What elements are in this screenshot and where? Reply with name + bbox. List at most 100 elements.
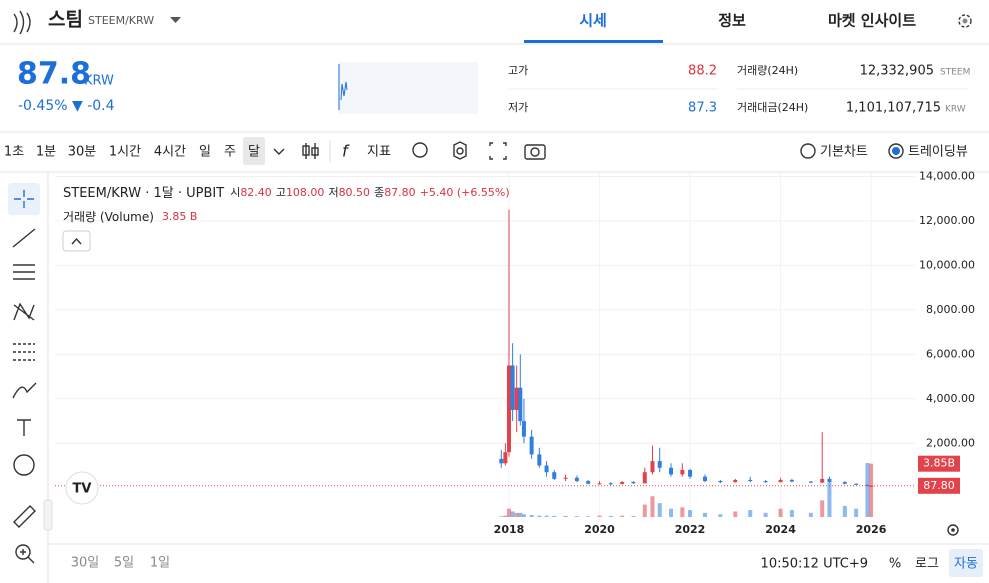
tab[interactable]: 시세	[579, 12, 607, 30]
ohlc-value: 87.80	[384, 186, 416, 199]
candle-body	[657, 461, 662, 468]
interval-button[interactable]: 30분	[68, 145, 97, 160]
volume-bar	[514, 512, 519, 517]
log-button[interactable]: 로그	[915, 557, 939, 572]
candle-body	[521, 421, 526, 437]
candle-body	[650, 461, 655, 473]
settings-icon[interactable]	[958, 14, 972, 28]
chart-mode[interactable]: 기본차트	[820, 145, 868, 160]
toolbar-icons	[412, 141, 546, 160]
stat-unit: KRW	[945, 105, 966, 115]
radio-dot	[892, 147, 900, 155]
candle-body	[574, 477, 579, 482]
x-tick-label: 2026	[856, 523, 887, 536]
candle-body	[865, 484, 870, 486]
interval-button[interactable]: 주	[224, 145, 236, 160]
y-tick-label: 10,000.00	[919, 258, 975, 271]
x-tick-label: 2022	[675, 523, 706, 536]
candle-body	[718, 481, 723, 483]
candle-body	[529, 436, 534, 455]
volume-bar	[563, 515, 568, 517]
tab[interactable]: 정보	[718, 12, 746, 30]
candle-body	[680, 469, 685, 475]
market-code: STEEM/KRW	[88, 14, 154, 27]
candle-type-icon[interactable]	[302, 143, 319, 159]
ohlc-value: 108.00	[286, 186, 325, 199]
clock: 10:50:12 UTC+9	[761, 557, 868, 572]
interval-button[interactable]: 일	[199, 145, 211, 160]
market-dropdown[interactable]	[170, 17, 181, 23]
candle-body	[597, 483, 602, 485]
change: +5.40 (+6.55%)	[420, 186, 510, 199]
sparkline	[338, 62, 478, 114]
candle-body	[506, 365, 511, 453]
fx-icon[interactable]: f	[342, 142, 350, 161]
candle-body	[503, 452, 508, 464]
auto-button[interactable]: 자동	[954, 557, 978, 572]
candle-body	[842, 481, 847, 484]
volume-label: 3.85B	[923, 457, 955, 470]
candle-body	[499, 458, 504, 464]
volume-bar	[733, 511, 738, 517]
candle-body	[827, 478, 832, 482]
auto-button-bg	[949, 549, 983, 577]
candle-body	[518, 387, 523, 422]
stat-value: 88.2	[688, 64, 717, 79]
range-button[interactable]: 30일	[71, 556, 100, 571]
volume-bar	[537, 515, 542, 517]
radio[interactable]	[888, 143, 904, 159]
interval-button[interactable]: 1초	[4, 145, 24, 160]
percent-button[interactable]: %	[889, 557, 901, 572]
collapse-button[interactable]	[62, 230, 91, 252]
x-tick-label: 2024	[765, 523, 796, 536]
interval-button[interactable]: 1분	[36, 145, 56, 160]
volume-bar	[842, 505, 847, 517]
stat-unit: STEEM	[940, 68, 970, 78]
indicator-button[interactable]: 지표	[367, 145, 391, 160]
interval-button[interactable]: 달	[248, 145, 260, 160]
price-label-bg	[918, 477, 960, 494]
volume-bar	[620, 515, 625, 517]
candle-body	[552, 472, 557, 479]
volume-bar	[657, 503, 662, 517]
volume-bar	[499, 516, 504, 517]
volume-bar	[608, 515, 613, 517]
y-tick-label: 2,000.00	[926, 436, 975, 449]
volume-label-bg	[918, 455, 960, 472]
change: -0.45% ▼ -0.4	[18, 98, 115, 114]
chart-mode[interactable]: 트레이딩뷰	[908, 145, 968, 160]
volume-bar	[552, 515, 557, 517]
stat-value: 1,101,107,715	[846, 101, 941, 116]
x-tick-label: 2020	[584, 523, 615, 536]
chart-legend: STEEM/KRW · 1달 · UPBIT 시82.40 고108.00 저80.5…	[63, 186, 510, 201]
interval-button[interactable]: 4시간	[154, 145, 186, 160]
tab[interactable]: 마켓 인사이트	[828, 12, 916, 30]
logo	[13, 10, 31, 35]
y-tick-label: 14,000.00	[919, 169, 975, 182]
x-tick-label: 2018	[494, 523, 525, 536]
axis-settings[interactable]	[947, 524, 959, 536]
interval-button[interactable]: 1시간	[109, 145, 141, 160]
y-tick-label: 6,000.00	[926, 347, 975, 360]
radio[interactable]	[800, 143, 816, 159]
volume-bar	[631, 515, 636, 517]
stat-value: 87.3	[688, 101, 717, 116]
volume-bar	[544, 515, 549, 517]
candle-body	[808, 481, 813, 483]
candle-body	[733, 479, 738, 483]
candle-body	[778, 479, 783, 483]
volume-bar	[680, 507, 685, 517]
volume-bar	[518, 512, 523, 517]
scroll-handle[interactable]	[43, 499, 53, 531]
range-button[interactable]: 1일	[150, 556, 170, 571]
interval-dropdown[interactable]	[273, 148, 285, 155]
range-button[interactable]: 5일	[114, 556, 134, 571]
volume-bar	[574, 516, 579, 517]
volume-bar	[650, 496, 655, 517]
volume-bar	[521, 514, 526, 517]
chart: 2,000.00 4,000.00 6,000.00 8,000.00 10,000.0…	[55, 169, 975, 536]
volume-bar	[503, 515, 508, 517]
stat-label: 고가	[508, 64, 528, 77]
candle-body	[669, 467, 674, 475]
